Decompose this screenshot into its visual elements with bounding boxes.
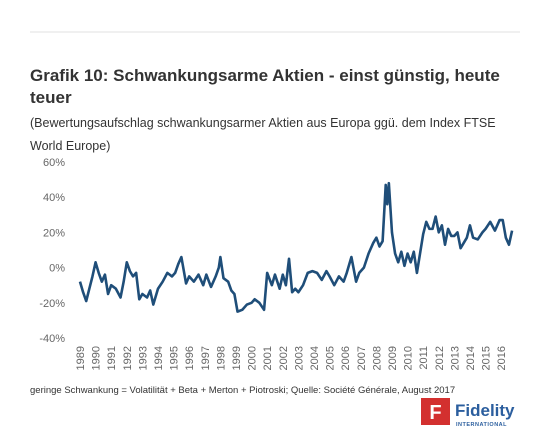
x-tick-label: 1994 <box>153 346 165 370</box>
logo-sub: INTERNATIONAL <box>456 422 507 428</box>
y-tick-label: -20% <box>39 298 65 310</box>
x-tick-label: 1995 <box>169 346 181 370</box>
x-tick-label: 2002 <box>278 346 290 370</box>
x-tick-label: 1989 <box>75 346 87 370</box>
logo-name: Fidelity <box>455 401 515 420</box>
x-tick-label: 1991 <box>106 346 118 370</box>
x-tick-label: 2000 <box>247 346 259 370</box>
x-tick-label: 2008 <box>371 346 383 370</box>
x-tick-label: 2009 <box>387 346 399 370</box>
x-tick-label: 1990 <box>91 346 103 370</box>
x-tick-label: 1996 <box>184 346 196 370</box>
chart-subtitle: (Bewertungsaufschlag schwankungsarmer Ak… <box>30 116 496 130</box>
chart-subtitle: World Europe) <box>30 139 110 153</box>
x-tick-label: 2001 <box>262 346 274 370</box>
x-tick-label: 2014 <box>465 346 477 370</box>
x-tick-label: 2003 <box>293 346 305 370</box>
x-tick-label: 2016 <box>496 346 508 370</box>
y-tick-label: 0% <box>49 263 65 275</box>
x-tick-label: 2005 <box>325 346 337 370</box>
y-tick-label: 60% <box>43 157 65 169</box>
y-tick-label: 40% <box>43 192 65 204</box>
x-tick-label: 2013 <box>449 346 461 370</box>
y-tick-label: 20% <box>43 227 65 239</box>
chart-title: Grafik 10: Schwankungsarme Aktien - eins… <box>30 66 500 85</box>
logo-mark <box>421 398 450 425</box>
x-tick-label: 2010 <box>403 346 415 370</box>
x-tick-label: 1993 <box>137 346 149 370</box>
x-tick-label: 2007 <box>356 346 368 370</box>
x-tick-label: 2006 <box>340 346 352 370</box>
x-tick-label: 1999 <box>231 346 243 370</box>
x-tick-label: 2012 <box>434 346 446 370</box>
y-tick-label: -40% <box>39 333 65 345</box>
x-tick-label: 1992 <box>122 346 134 370</box>
x-tick-label: 1997 <box>200 346 212 370</box>
chart-title: teuer <box>30 88 72 107</box>
x-tick-label: 2011 <box>418 346 430 370</box>
data-line <box>78 181 514 313</box>
x-tick-label: 2004 <box>309 346 321 370</box>
x-tick-label: 1998 <box>215 346 227 370</box>
x-tick-label: 2015 <box>481 346 493 370</box>
logo-glyph: F <box>429 402 441 424</box>
footnote: geringe Schwankung = Volatilität + Beta … <box>30 385 455 396</box>
